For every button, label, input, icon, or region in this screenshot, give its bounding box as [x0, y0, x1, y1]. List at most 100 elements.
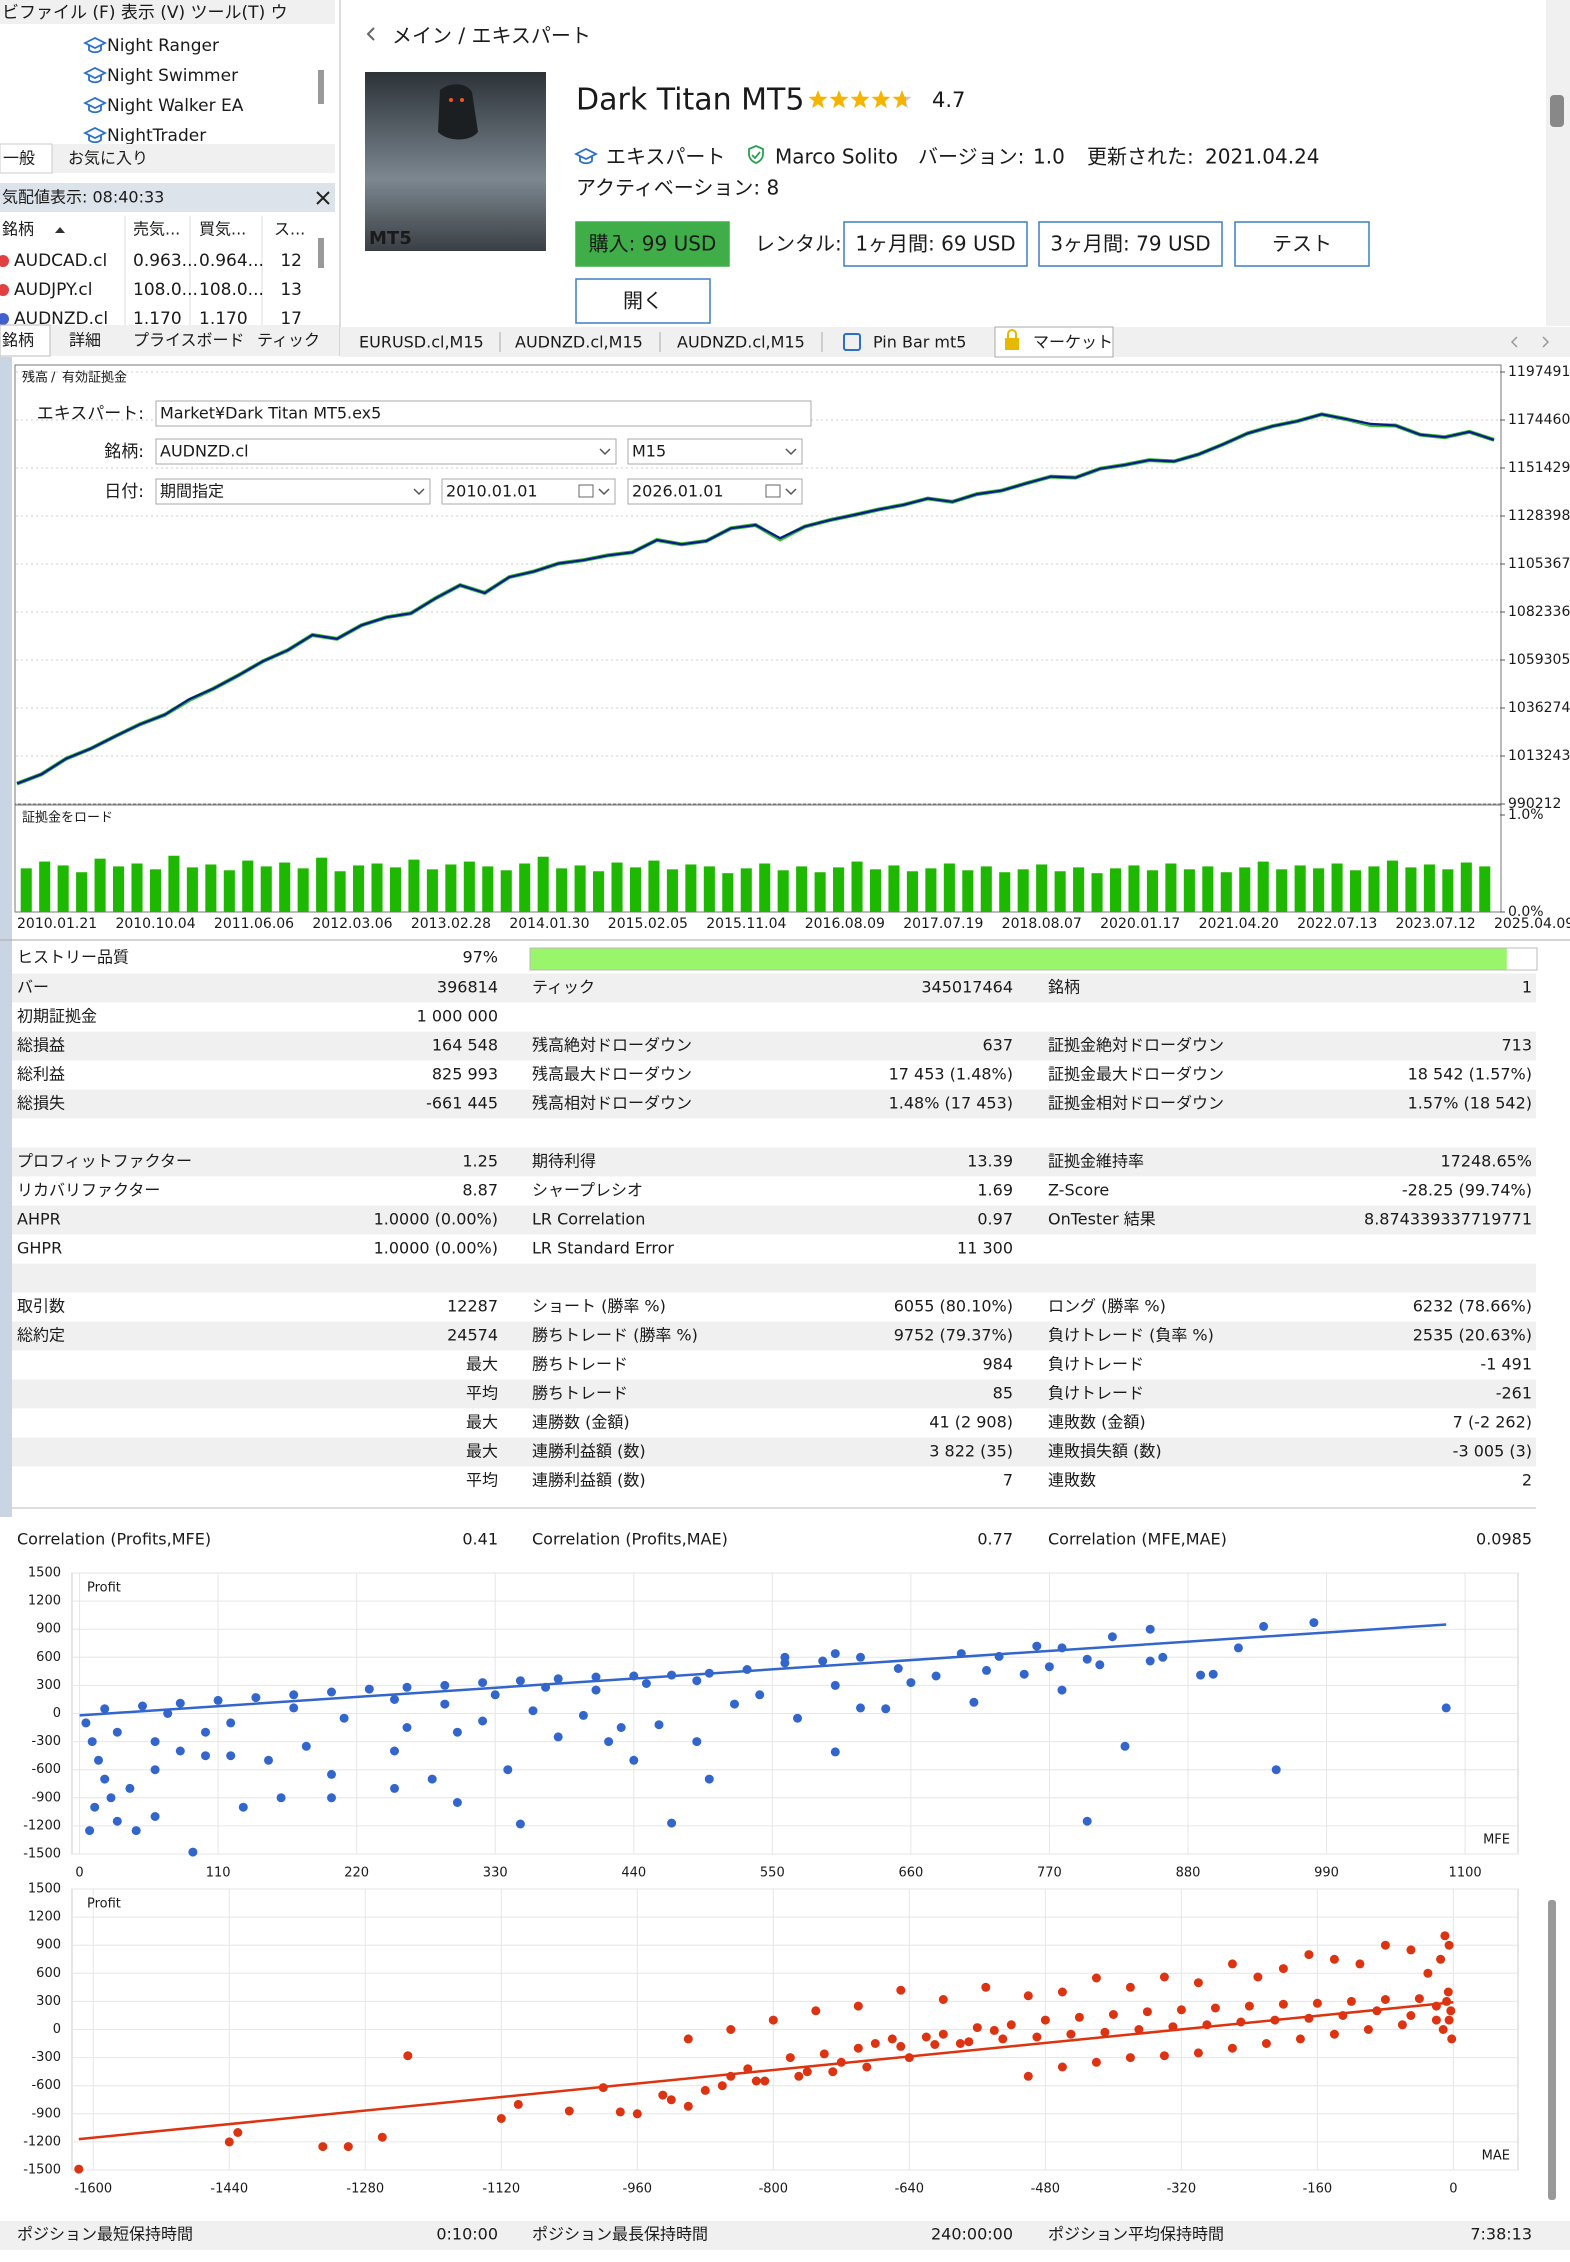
report-label: 総損失 — [17, 1094, 65, 1113]
margin-bar — [593, 871, 605, 912]
y-tick-label: 1151429 — [1508, 460, 1570, 476]
buy-button[interactable] — [575, 221, 730, 267]
tab[interactable]: お気に入り — [68, 149, 148, 168]
y-tick-label: 900 — [36, 1622, 61, 1637]
scatter-point — [629, 1755, 639, 1765]
dropdown-arrow — [785, 488, 797, 496]
margin-bar — [279, 862, 291, 912]
y-tick-label: 1500 — [28, 1566, 61, 1581]
date-from-field-value[interactable]: 2010.01.01 — [446, 482, 538, 501]
expert-field[interactable] — [155, 400, 812, 427]
scatter-point — [1145, 1624, 1155, 1634]
x-tick-label: 330 — [483, 1866, 508, 1881]
author[interactable]: Marco Solito — [775, 145, 898, 169]
date-to-field[interactable] — [627, 478, 803, 505]
y-tick-label: 600 — [36, 1966, 61, 1981]
navigator-item[interactable]: NightTrader — [107, 126, 206, 146]
test-button[interactable] — [1234, 221, 1370, 267]
rent-3-month-button[interactable] — [1038, 221, 1223, 267]
period-field-value[interactable]: M15 — [632, 442, 666, 461]
x-tick-label: 770 — [1037, 1866, 1062, 1881]
scatter-point — [1019, 1669, 1029, 1679]
navigator-item[interactable]: Night Walker EA — [107, 96, 244, 116]
date-mode-field[interactable] — [155, 478, 431, 505]
symbol-field-value[interactable]: AUDNZD.cl — [160, 442, 249, 461]
y-axis-title: Profit — [87, 1581, 121, 1596]
x-tick-label: -160 — [1303, 2182, 1333, 2197]
scatter-point — [1227, 1959, 1237, 1969]
scatter-point — [1057, 1685, 1067, 1695]
margin-bar — [1479, 866, 1491, 912]
open-button-label[interactable]: 開く — [623, 289, 663, 313]
market-watch-title-bar — [0, 183, 335, 212]
history-label: ヒストリー品質 — [17, 948, 129, 967]
margin-bar — [1202, 866, 1214, 912]
scatter-point — [390, 1695, 399, 1704]
navigator-item[interactable]: Night Swimmer — [107, 66, 238, 86]
scatter-point — [564, 2106, 574, 2116]
history-quality-frame — [529, 947, 1538, 971]
margin-bar — [445, 864, 457, 912]
scatter-point — [364, 1684, 374, 1694]
breadcrumb: メイン / エキスパート — [392, 24, 591, 48]
chart-tab[interactable]: マーケット — [1033, 333, 1113, 352]
chart-tab[interactable]: Pin Bar mt5 — [873, 333, 966, 352]
report-value: 85 — [993, 1384, 1013, 1403]
row-band — [12, 1147, 1536, 1177]
y-tick-label: 1128398 — [1508, 508, 1570, 524]
scatter-point — [339, 1713, 349, 1723]
report-label: バー — [17, 978, 49, 997]
symbol-field[interactable] — [155, 438, 617, 465]
scatter-point — [1158, 1652, 1168, 1662]
scatter-point — [85, 1826, 95, 1836]
scatter-point — [830, 1649, 840, 1659]
report-label: 連敗損失額 (数) — [1048, 1442, 1162, 1461]
version: 1.0 — [1033, 145, 1065, 169]
image-badge: MT5 — [369, 228, 412, 249]
tab[interactable]: 詳細 — [69, 331, 101, 350]
margin-bar — [389, 867, 402, 912]
tab[interactable]: ティック — [257, 331, 320, 350]
scatter-point — [490, 1690, 500, 1700]
date-from-field[interactable] — [441, 478, 616, 505]
menu-bar: ビファイル (F) 表示 (V) ツール(T) ウ — [2, 3, 288, 23]
report-value: 7 — [1003, 1471, 1013, 1490]
symbol-icon — [0, 255, 9, 267]
chart-tab[interactable]: EURUSD.cl,M15 — [359, 333, 484, 352]
legend-separator: / — [51, 371, 56, 386]
report-label: ティック — [532, 978, 595, 997]
test-button-label[interactable]: テスト — [1272, 232, 1332, 256]
open-button[interactable] — [575, 278, 711, 324]
dropdown-arrow — [413, 488, 425, 496]
tab[interactable]: プライスボード — [133, 331, 245, 350]
report-value: -1 491 — [1480, 1355, 1532, 1374]
rent-3-month-button-label[interactable]: 3ヶ月間: 79 USD — [1050, 232, 1210, 256]
period-field[interactable] — [627, 438, 803, 465]
report-label: 期待利得 — [532, 1152, 596, 1171]
scatter-point — [478, 1678, 488, 1688]
chart-tab[interactable]: AUDNZD.cl,M15 — [677, 333, 805, 352]
rent-1-month-button-label[interactable]: 1ヶ月間: 69 USD — [855, 232, 1015, 256]
margin-bar — [537, 856, 549, 912]
tab[interactable]: 一般 — [3, 149, 35, 168]
tab-scroll-arrows — [1510, 336, 1550, 348]
expert-field-value[interactable]: Market¥Dark Titan MT5.ex5 — [160, 404, 381, 423]
report-label: LR Correlation — [532, 1210, 645, 1229]
margin-bar — [1239, 867, 1251, 912]
date-to-field-value[interactable]: 2026.01.01 — [632, 482, 724, 501]
y-tick-label: 0 — [53, 2022, 61, 2037]
tab[interactable]: 銘柄 — [2, 331, 34, 350]
buy-button-label[interactable]: 購入: 99 USD — [589, 232, 717, 256]
report-value: 6232 (78.66%) — [1413, 1297, 1532, 1316]
report-label: 銘柄 — [1048, 978, 1080, 997]
x-tick-label: -1440 — [210, 2182, 248, 2197]
scatter-point — [683, 2101, 693, 2111]
rent-1-month-button[interactable] — [843, 221, 1028, 267]
margin-bar — [1109, 868, 1122, 912]
x-tick-label: 2021.04.20 — [1199, 916, 1279, 932]
margin-bar — [796, 866, 808, 912]
scatter-point — [452, 1727, 462, 1737]
navigator-item[interactable]: Night Ranger — [107, 36, 219, 56]
chart-tab[interactable]: AUDNZD.cl,M15 — [515, 333, 643, 352]
date-mode-field-value[interactable]: 期間指定 — [160, 482, 224, 501]
